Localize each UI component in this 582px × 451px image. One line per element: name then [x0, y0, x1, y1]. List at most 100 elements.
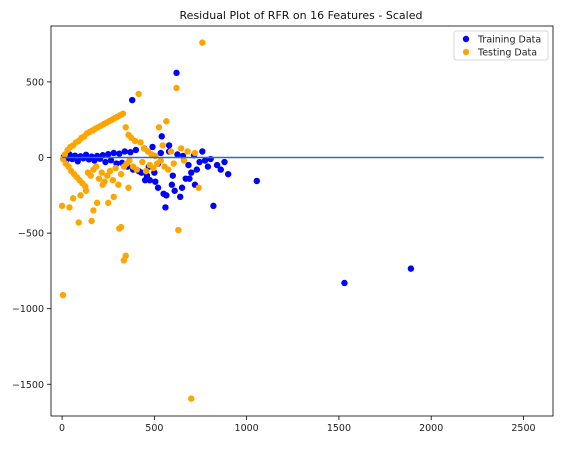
training-point — [102, 158, 109, 166]
training-point — [105, 150, 112, 158]
plot-area — [58, 39, 544, 402]
training-point — [253, 177, 260, 185]
training-point — [116, 150, 123, 157]
training-point — [121, 148, 129, 155]
y-tick-label: 500 — [26, 77, 44, 88]
x-tick-label: 1000 — [235, 423, 259, 434]
testing-point — [66, 204, 73, 211]
testing-point — [109, 176, 117, 184]
testing-point — [106, 167, 114, 175]
y-tick-label: −1000 — [12, 304, 44, 315]
y-tick-label: −1500 — [12, 380, 44, 391]
x-axis: 0 500 1000 1500 2000 2500 — [59, 416, 536, 434]
training-point — [132, 146, 140, 154]
legend-marker — [462, 35, 470, 43]
training-point — [152, 178, 159, 185]
training-point — [193, 166, 201, 173]
testing-point — [77, 192, 84, 199]
testing-point — [75, 219, 82, 226]
training-point — [221, 158, 228, 166]
training-point — [407, 265, 415, 272]
testing-point — [139, 158, 146, 166]
testing-point — [93, 163, 100, 170]
testing-point — [69, 195, 77, 202]
y-axis: 500 0 −500 −1000 −1500 — [12, 77, 51, 391]
training-point — [163, 192, 170, 199]
training-point — [146, 176, 153, 184]
testing-point — [122, 252, 129, 259]
testing-point — [157, 157, 165, 164]
testing-point — [131, 137, 139, 145]
testing-point — [125, 184, 132, 191]
training-point — [178, 184, 186, 191]
testing-point — [93, 199, 101, 207]
training-point — [210, 202, 217, 210]
axes-frame — [50, 25, 554, 417]
testing-point — [88, 217, 95, 225]
testing-point — [199, 39, 206, 46]
training-point — [341, 279, 348, 287]
testing-point — [142, 167, 150, 175]
training-point — [224, 170, 232, 178]
testing-point — [115, 181, 122, 188]
testing-point — [159, 142, 166, 149]
training-point — [204, 163, 212, 170]
testing-point — [155, 124, 163, 131]
training-point — [110, 149, 117, 157]
testing-point — [126, 157, 133, 164]
training-point — [169, 172, 177, 179]
testing-point — [137, 139, 144, 146]
testing-point — [184, 148, 191, 155]
legend-marker — [462, 48, 470, 56]
training-point — [129, 96, 136, 104]
training-point — [149, 143, 156, 151]
training-point — [162, 204, 169, 211]
testing-point — [110, 193, 117, 201]
y-tick-label: 0 — [38, 153, 44, 164]
testing-point — [90, 207, 97, 214]
testing-point — [58, 202, 66, 210]
training-point — [168, 181, 176, 188]
x-tick-label: 2000 — [419, 423, 443, 434]
testing-point — [117, 223, 125, 231]
testing-point — [150, 164, 157, 172]
x-tick-label: 1500 — [327, 423, 351, 434]
testing-point — [122, 124, 129, 131]
testing-point — [180, 157, 188, 164]
testing-point — [173, 84, 180, 92]
x-tick-label: 0 — [59, 423, 65, 434]
training-point — [196, 158, 203, 166]
testing-point — [167, 148, 175, 155]
testing-point — [163, 118, 170, 125]
training-point — [171, 187, 178, 194]
training-point — [201, 157, 209, 164]
training-point — [188, 169, 195, 176]
y-tick-label: −500 — [18, 229, 44, 240]
testing-point — [135, 90, 142, 98]
training-point — [217, 166, 224, 173]
training-point — [74, 158, 81, 165]
testing-point — [95, 175, 103, 182]
testing-point — [175, 226, 182, 234]
training-point — [127, 149, 134, 156]
training-point — [157, 149, 165, 157]
x-tick-label: 500 — [145, 423, 163, 434]
legend-box — [453, 30, 549, 61]
testing-point — [177, 145, 185, 152]
chart-title: Residual Plot of RFR on 16 Features - Sc… — [180, 9, 423, 22]
testing-point — [133, 166, 141, 173]
training-point — [213, 161, 221, 169]
testing-point — [195, 184, 202, 191]
x-tick-label: 2500 — [511, 423, 535, 434]
testing-point — [191, 149, 199, 157]
training-point — [141, 176, 149, 184]
testing-point — [188, 395, 195, 402]
testing-point — [98, 169, 105, 176]
testing-point — [164, 166, 172, 173]
training-point — [174, 151, 181, 158]
training-point — [173, 69, 180, 77]
legend-label: Training Data — [477, 34, 541, 45]
training-point — [158, 133, 165, 140]
training-point — [165, 142, 173, 149]
